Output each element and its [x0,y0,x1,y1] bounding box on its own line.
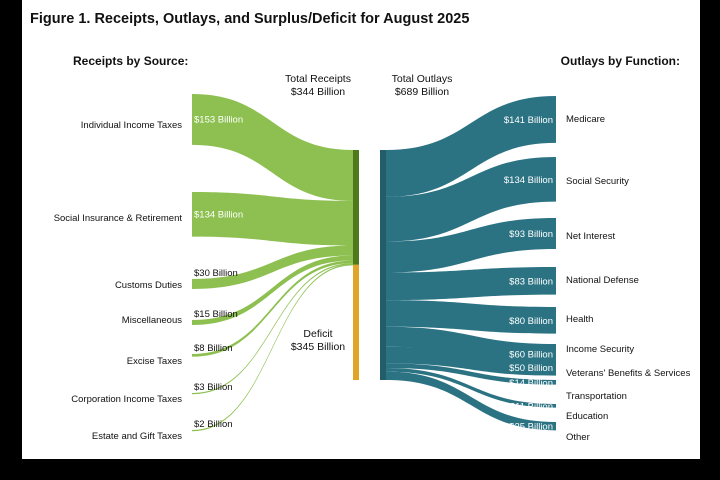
outlay-value-social-security: $134 Billion [504,175,553,186]
receipt-label-miscellaneous: Miscellaneous [122,315,182,326]
outlay-label-medicare: Medicare [566,114,605,125]
outlay-flow-education [386,368,556,408]
outlays-heading: Outlays by Function: [561,54,680,68]
receipt-flow-excise-taxes [192,260,353,357]
outlay-flow-other [386,371,556,431]
outlay-flow-medicare [386,96,556,197]
total-receipts-bar [353,150,359,265]
outlay-flow-national-defense [386,267,556,301]
deficit-bar [353,264,359,380]
deficit-label: Deficit [303,328,332,340]
total-outlays-bar [380,150,386,380]
outlay-value-education: $11 Billion [510,401,553,412]
outlay-flow-income-security [386,326,556,364]
receipt-flow-corporation-income-taxes [192,263,353,395]
receipt-value-customs-duties: $30 Billion [194,268,238,279]
receipt-value-individual-income-taxes: $153 Billion [194,114,243,125]
outlay-label-education: Education [566,411,608,422]
receipt-label-estate-and-gift-taxes: Estate and Gift Taxes [92,431,182,442]
receipt-flow-miscellaneous [192,255,353,325]
total-receipts-value: $344 Billion [291,86,345,98]
outlay-value-other: $25 Billion [509,422,553,433]
outlay-value-transportation: $14 Billion [509,378,553,389]
receipt-value-excise-taxes: $8 Billion [194,343,233,354]
outlay-value-veterans-benefits-services: $50 Billion [509,363,553,374]
outlay-flow-social-security [386,157,556,242]
receipt-flow-individual-income-taxes [192,94,353,201]
outlay-value-net-interest: $93 Billion [509,229,553,240]
outlay-label-veterans-benefits-services: Veterans' Benefits & Services [566,368,691,379]
receipt-label-social-insurance-retirement: Social Insurance & Retirement [54,213,183,224]
figure-title: Figure 1. Receipts, Outlays, and Surplus… [30,11,469,27]
outlay-flow-transportation [386,363,556,385]
total-receipts-label: Total Receipts [285,73,351,85]
receipt-flow-customs-duties [192,245,353,289]
receipts-heading: Receipts by Source: [73,54,188,68]
receipt-value-corporation-income-taxes: $3 Billion [194,382,233,393]
outlay-value-medicare: $141 Billion [504,115,553,126]
outlay-value-income-security: $60 Billion [509,349,553,360]
receipt-value-social-insurance-retirement: $134 Billion [194,209,243,220]
receipt-flow-estate-and-gift-taxes [192,264,353,432]
outlay-label-social-security: Social Security [566,176,629,187]
outlay-label-national-defense: National Defense [566,275,639,286]
receipt-label-customs-duties: Customs Duties [115,280,182,291]
receipt-label-individual-income-taxes: Individual Income Taxes [81,120,182,131]
outlay-flow-health [386,300,556,334]
outlay-label-income-security: Income Security [566,344,634,355]
outlay-value-health: $80 Billion [509,316,553,327]
total-outlays-label: Total Outlays [392,73,453,85]
receipt-value-estate-and-gift-taxes: $2 Billion [194,419,233,430]
outlay-flow-net-interest [386,218,556,273]
receipt-label-corporation-income-taxes: Corporation Income Taxes [71,394,182,405]
outlay-value-national-defense: $83 Billion [509,276,553,287]
receipt-value-miscellaneous: $15 Billion [194,309,238,320]
deficit-value: $345 Billion [291,341,345,353]
total-outlays-value: $689 Billion [395,86,449,98]
receipt-label-excise-taxes: Excise Taxes [127,356,183,367]
outlay-label-transportation: Transportation [566,391,627,402]
figure-paper [22,0,700,459]
outlay-label-other: Other [566,432,590,443]
outlay-flow-veterans-benefits-services [386,346,556,376]
outlay-label-net-interest: Net Interest [566,231,615,242]
receipt-flow-social-insurance-retirement [192,192,353,246]
outlay-label-health: Health [566,314,593,325]
